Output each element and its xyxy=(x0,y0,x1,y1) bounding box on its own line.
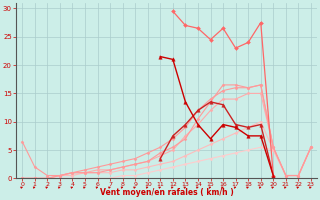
X-axis label: Vent moyen/en rafales ( km/h ): Vent moyen/en rafales ( km/h ) xyxy=(100,188,234,197)
